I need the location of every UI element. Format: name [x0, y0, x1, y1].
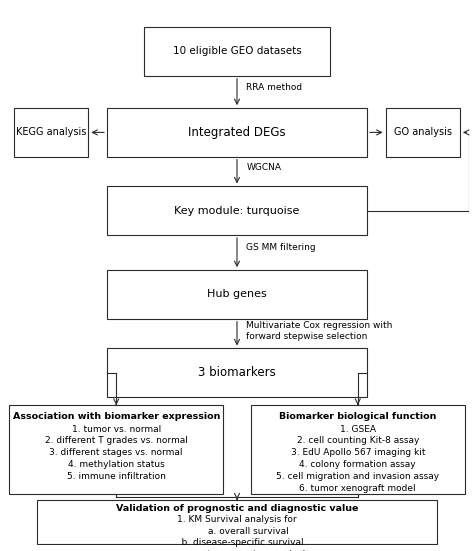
FancyBboxPatch shape [9, 405, 223, 494]
Text: Hub genes: Hub genes [207, 289, 267, 299]
Text: WGCNA: WGCNA [246, 163, 281, 171]
FancyBboxPatch shape [107, 348, 367, 397]
FancyBboxPatch shape [107, 108, 367, 156]
Text: Integrated DEGs: Integrated DEGs [188, 126, 286, 139]
Text: Key module: turquoise: Key module: turquoise [174, 206, 300, 215]
Text: 10 eligible GEO datasets: 10 eligible GEO datasets [173, 46, 301, 56]
FancyBboxPatch shape [107, 186, 367, 235]
FancyBboxPatch shape [37, 500, 437, 544]
FancyBboxPatch shape [386, 108, 460, 156]
FancyBboxPatch shape [251, 405, 465, 494]
Text: Association with biomarker expression: Association with biomarker expression [12, 412, 220, 420]
Text: RRA method: RRA method [246, 83, 302, 91]
Text: Biomarker biological function: Biomarker biological function [279, 412, 437, 420]
Text: 1. tumor vs. normal
2. different T grades vs. normal
3. different stages vs. nor: 1. tumor vs. normal 2. different T grade… [45, 424, 188, 480]
Text: Validation of prognostic and diagnostic value: Validation of prognostic and diagnostic … [116, 505, 358, 514]
FancyBboxPatch shape [14, 108, 88, 156]
Text: Multivariate Cox regression with
forward stepwise selection: Multivariate Cox regression with forward… [246, 321, 392, 341]
Text: 1. KM Survival analysis for
        a. overall survival
    b. disease-specific : 1. KM Survival analysis for a. overall s… [169, 515, 305, 551]
Text: 3 biomarkers: 3 biomarkers [198, 366, 276, 379]
Text: GS MM filtering: GS MM filtering [246, 243, 316, 252]
Text: KEGG analysis: KEGG analysis [16, 127, 86, 137]
Text: 1. GSEA
2. cell counting Kit-8 assay
3. EdU Apollo 567 imaging kit
4. colony for: 1. GSEA 2. cell counting Kit-8 assay 3. … [276, 424, 439, 493]
FancyBboxPatch shape [144, 27, 330, 75]
FancyBboxPatch shape [107, 270, 367, 318]
Text: GO analysis: GO analysis [394, 127, 452, 137]
